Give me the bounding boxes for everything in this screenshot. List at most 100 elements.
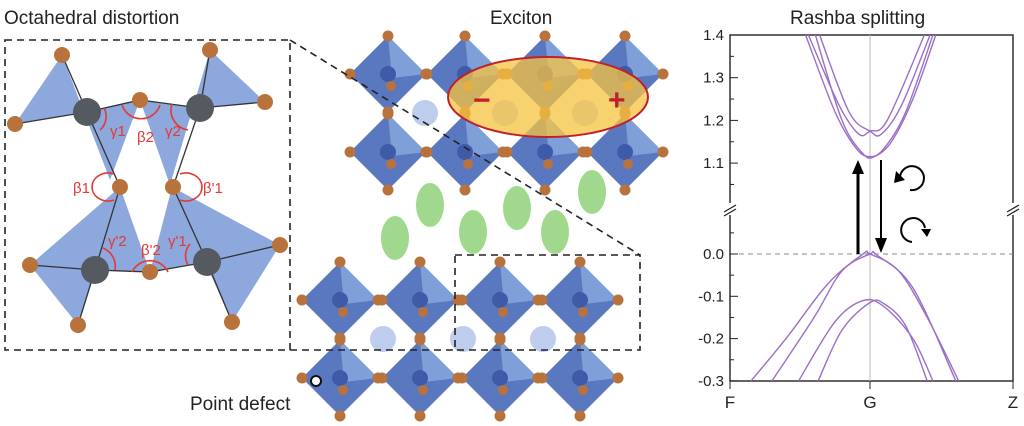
angle-label: β1: [73, 180, 90, 197]
band-curve-2: [814, 34, 937, 159]
halide-atom: [612, 294, 624, 306]
y-tick-label: 1.1: [703, 155, 724, 172]
axis-break-mark: [723, 208, 737, 217]
octahedron-face: [340, 340, 378, 382]
angle-label: β'1: [203, 180, 223, 197]
exciton-ellipse: [447, 56, 649, 138]
octahedron: [140, 50, 265, 185]
halide-atom: [344, 146, 356, 158]
halide-atom: [334, 334, 346, 346]
halide-atom: [459, 184, 471, 196]
band-curve-5: [750, 250, 960, 382]
halide-atom: [338, 307, 348, 317]
band-curve-3: [807, 34, 925, 137]
organic-spacer: [416, 183, 444, 227]
halide-atom: [612, 372, 624, 384]
halide-atom: [657, 68, 669, 80]
metal-atom: [193, 248, 221, 276]
halide-atom: [578, 385, 588, 395]
octahedron: [30, 187, 150, 325]
organic-spacer: [381, 216, 409, 260]
halide-atom: [498, 307, 508, 317]
hole-sign: −: [473, 84, 491, 117]
metal-atom: [73, 98, 101, 126]
octahedron-face: [500, 262, 538, 304]
octahedron-face: [388, 114, 426, 156]
halide-atoms: [7, 42, 288, 333]
octahedron-face: [420, 340, 458, 382]
point-defect-label: Point defect: [190, 394, 291, 415]
halide-atom: [382, 108, 394, 120]
halide-atom: [456, 372, 468, 384]
angle-label: γ'2: [108, 233, 127, 250]
angle-label: γ'1: [168, 233, 187, 250]
y-tick-label: 0.0: [703, 246, 724, 263]
metal-atom: [492, 292, 508, 308]
organic-spacer: [541, 210, 569, 254]
halide-atom: [344, 68, 356, 80]
octahedron-face: [388, 36, 426, 78]
halide-atom: [578, 307, 588, 317]
halide-atom: [414, 410, 426, 422]
halide-atom: [501, 146, 513, 158]
halide-atom: [334, 256, 346, 268]
x-tick-label: G: [863, 393, 876, 412]
point-defect-vacancy: [310, 375, 322, 387]
halide-atom: [456, 294, 468, 306]
halide-atom: [539, 184, 551, 196]
halide-atom: [623, 159, 633, 169]
band-curve-4: [818, 34, 931, 137]
octahedron: [421, 108, 509, 196]
octahedron: [536, 256, 624, 344]
metal-atom: [412, 370, 428, 386]
halide-atom: [338, 385, 348, 395]
octahedron: [456, 256, 544, 344]
halide-atom: [376, 294, 388, 306]
halide-atom: [574, 334, 586, 346]
halide-atom: [386, 159, 396, 169]
metal-atom: [332, 370, 348, 386]
octahedron: [296, 334, 384, 422]
metal-atom: [572, 292, 588, 308]
a-site-cation: [370, 326, 396, 352]
metal-atom: [572, 370, 588, 386]
metal-atom: [332, 292, 348, 308]
arrow-head-down: [875, 238, 887, 253]
angle-label: γ2: [165, 123, 181, 140]
organic-spacer: [459, 210, 487, 254]
metal-atom: [617, 144, 633, 160]
y-tick-label: -0.1: [698, 288, 724, 305]
halide-atom: [539, 30, 551, 42]
halide-atom: [334, 410, 346, 422]
halide-atom: [296, 372, 308, 384]
octahedron: [344, 30, 432, 118]
halide-atom: [574, 410, 586, 422]
halide-atom: [418, 385, 428, 395]
octahedron-face: [625, 36, 663, 78]
octahedron-face: [420, 262, 458, 304]
octahedron-face: [340, 262, 378, 304]
angle-label: γ1: [110, 123, 126, 140]
metal-atom: [380, 66, 396, 82]
angle-label: β'2: [141, 242, 161, 259]
halide-atom: [536, 372, 548, 384]
halide-atom: [296, 294, 308, 306]
halide-atom: [382, 30, 394, 42]
axis-break-mark: [1006, 208, 1020, 217]
octahedron: [376, 256, 464, 344]
halide-atom: [543, 159, 553, 169]
angle-label: β2: [137, 129, 154, 146]
axis-break-gap: [724, 203, 1019, 215]
halide-atom: [459, 30, 471, 42]
octahedron-face: [580, 262, 618, 304]
arrow-head: [894, 171, 905, 183]
clockwise-arrow-icon: [900, 217, 926, 243]
metal-atoms: [73, 94, 221, 284]
halide-atom: [494, 410, 506, 422]
arrow-head-up: [852, 160, 864, 174]
halide-atom: [414, 256, 426, 268]
halide-atom: [382, 184, 394, 196]
organic-spacer: [578, 170, 606, 214]
octahedron: [15, 55, 140, 180]
